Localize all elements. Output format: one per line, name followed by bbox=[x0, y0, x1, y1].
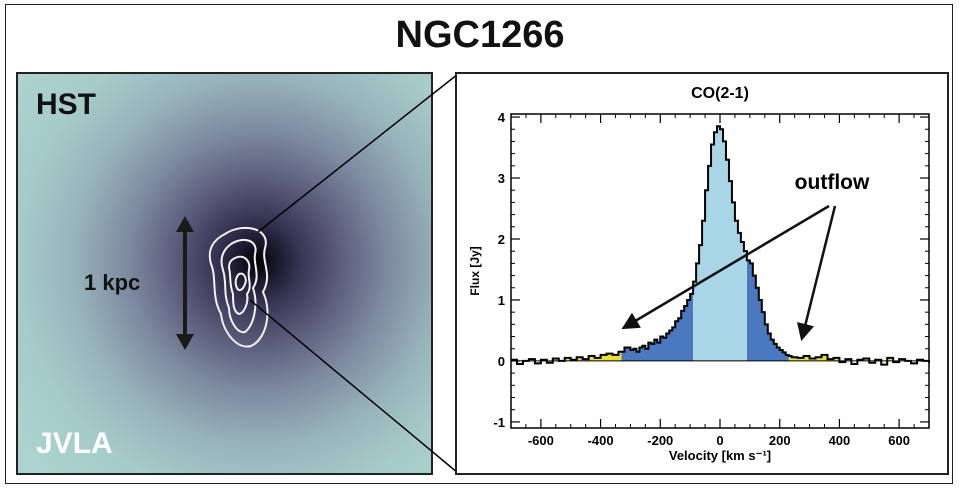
y-tick-label: 1 bbox=[498, 293, 505, 308]
y-tick-label: 4 bbox=[498, 110, 506, 125]
x-tick-label: -200 bbox=[647, 433, 673, 448]
outflow-annotation: outflow bbox=[795, 171, 870, 194]
y-tick-label: -1 bbox=[493, 415, 505, 430]
y-tick-label: 0 bbox=[498, 354, 505, 369]
x-tick-label: -400 bbox=[588, 433, 614, 448]
residual-fill bbox=[511, 351, 924, 361]
spectrum-panel: -600 -400 -200 0 200 400 600 -1 0 1 2 3 4 CO(2-1) Velo… bbox=[455, 72, 949, 475]
hst-image-panel: HST JVLA 1 kpc bbox=[16, 72, 433, 475]
jvla-label: JVLA bbox=[36, 427, 113, 460]
x-axis-label: Velocity [km s⁻¹] bbox=[669, 448, 771, 463]
scale-bar-label: 1 kpc bbox=[84, 270, 141, 295]
figure-title: NGC1266 bbox=[395, 14, 565, 56]
core-fill bbox=[693, 126, 747, 361]
spectrum-line bbox=[511, 125, 930, 366]
outflow-wing-fill bbox=[621, 260, 789, 361]
x-tick-label: 400 bbox=[829, 433, 851, 448]
spectrum-chart: -600 -400 -200 0 200 400 600 -1 0 1 2 3 4 CO(2-1) Velo… bbox=[468, 85, 930, 463]
x-tick-label: 200 bbox=[769, 433, 791, 448]
chart-title: CO(2-1) bbox=[691, 85, 749, 102]
scale-bar-arrow bbox=[176, 216, 194, 350]
y-tick-label: 2 bbox=[498, 232, 505, 247]
outflow-arrow-right bbox=[797, 205, 837, 342]
y-axis-label: Flux [Jy] bbox=[468, 246, 482, 295]
radio-contours bbox=[208, 226, 269, 348]
outflow-arrow-left bbox=[621, 204, 830, 330]
x-tick-label: -600 bbox=[528, 433, 554, 448]
x-tick-label: 0 bbox=[716, 433, 723, 448]
y-tick-label: 3 bbox=[498, 171, 505, 186]
x-tick-label: 600 bbox=[888, 433, 910, 448]
hst-label: HST bbox=[36, 88, 96, 121]
